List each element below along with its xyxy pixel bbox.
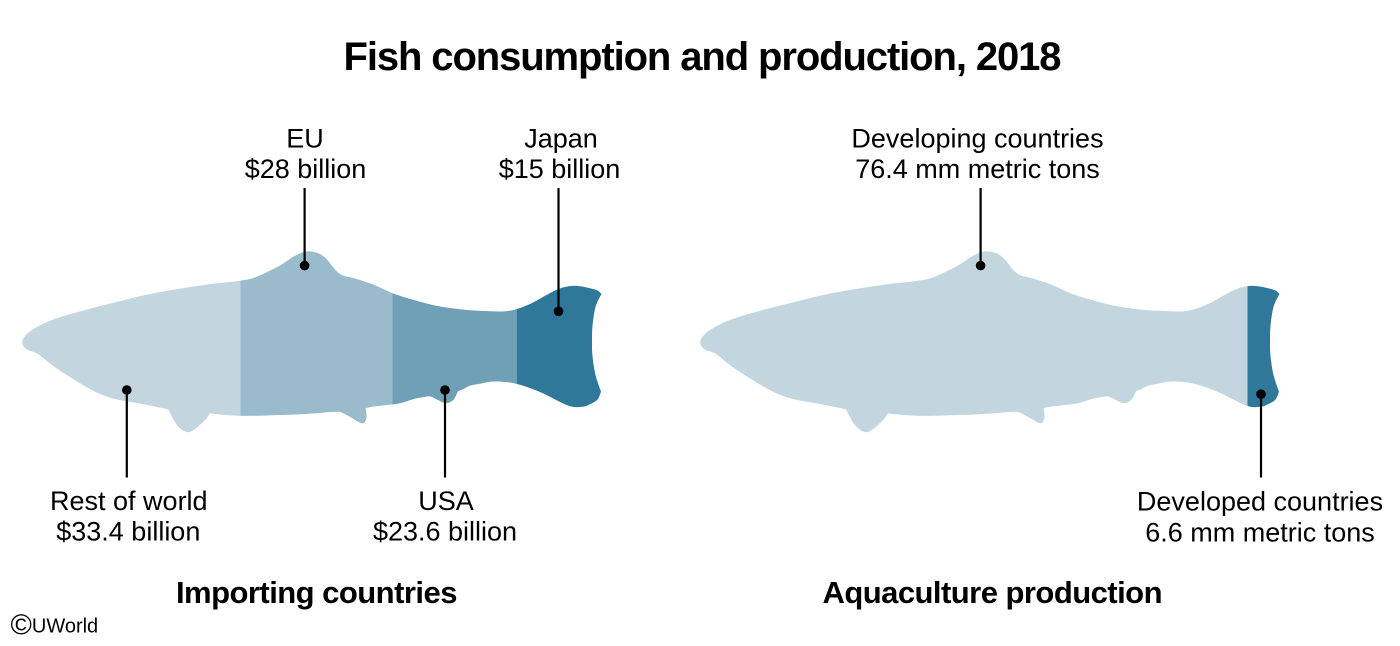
svg-text:6.6 mm metric tons: 6.6 mm metric tons xyxy=(1145,518,1375,548)
svg-text:Aquaculture production: Aquaculture production xyxy=(823,575,1163,610)
svg-text:EU: EU xyxy=(286,124,324,154)
svg-text:©UWorld: ©UWorld xyxy=(11,610,99,642)
svg-text:$28 billion: $28 billion xyxy=(245,154,367,184)
svg-text:Rest of world: Rest of world xyxy=(50,486,208,516)
svg-text:Importing countries: Importing countries xyxy=(176,575,458,610)
svg-text:Developing countries: Developing countries xyxy=(851,124,1103,154)
svg-text:$15 billion: $15 billion xyxy=(499,154,621,184)
svg-text:$33.4 billion: $33.4 billion xyxy=(56,517,200,547)
svg-text:Developed countries: Developed countries xyxy=(1137,487,1383,517)
svg-text:USA: USA xyxy=(418,486,474,516)
svg-text:$23.6 billion: $23.6 billion xyxy=(373,517,517,547)
svg-text:Fish consumption and productio: Fish consumption and production, 2018 xyxy=(344,35,1062,79)
svg-text:76.4 mm metric tons: 76.4 mm metric tons xyxy=(855,154,1100,184)
svg-text:Japan: Japan xyxy=(524,124,598,154)
